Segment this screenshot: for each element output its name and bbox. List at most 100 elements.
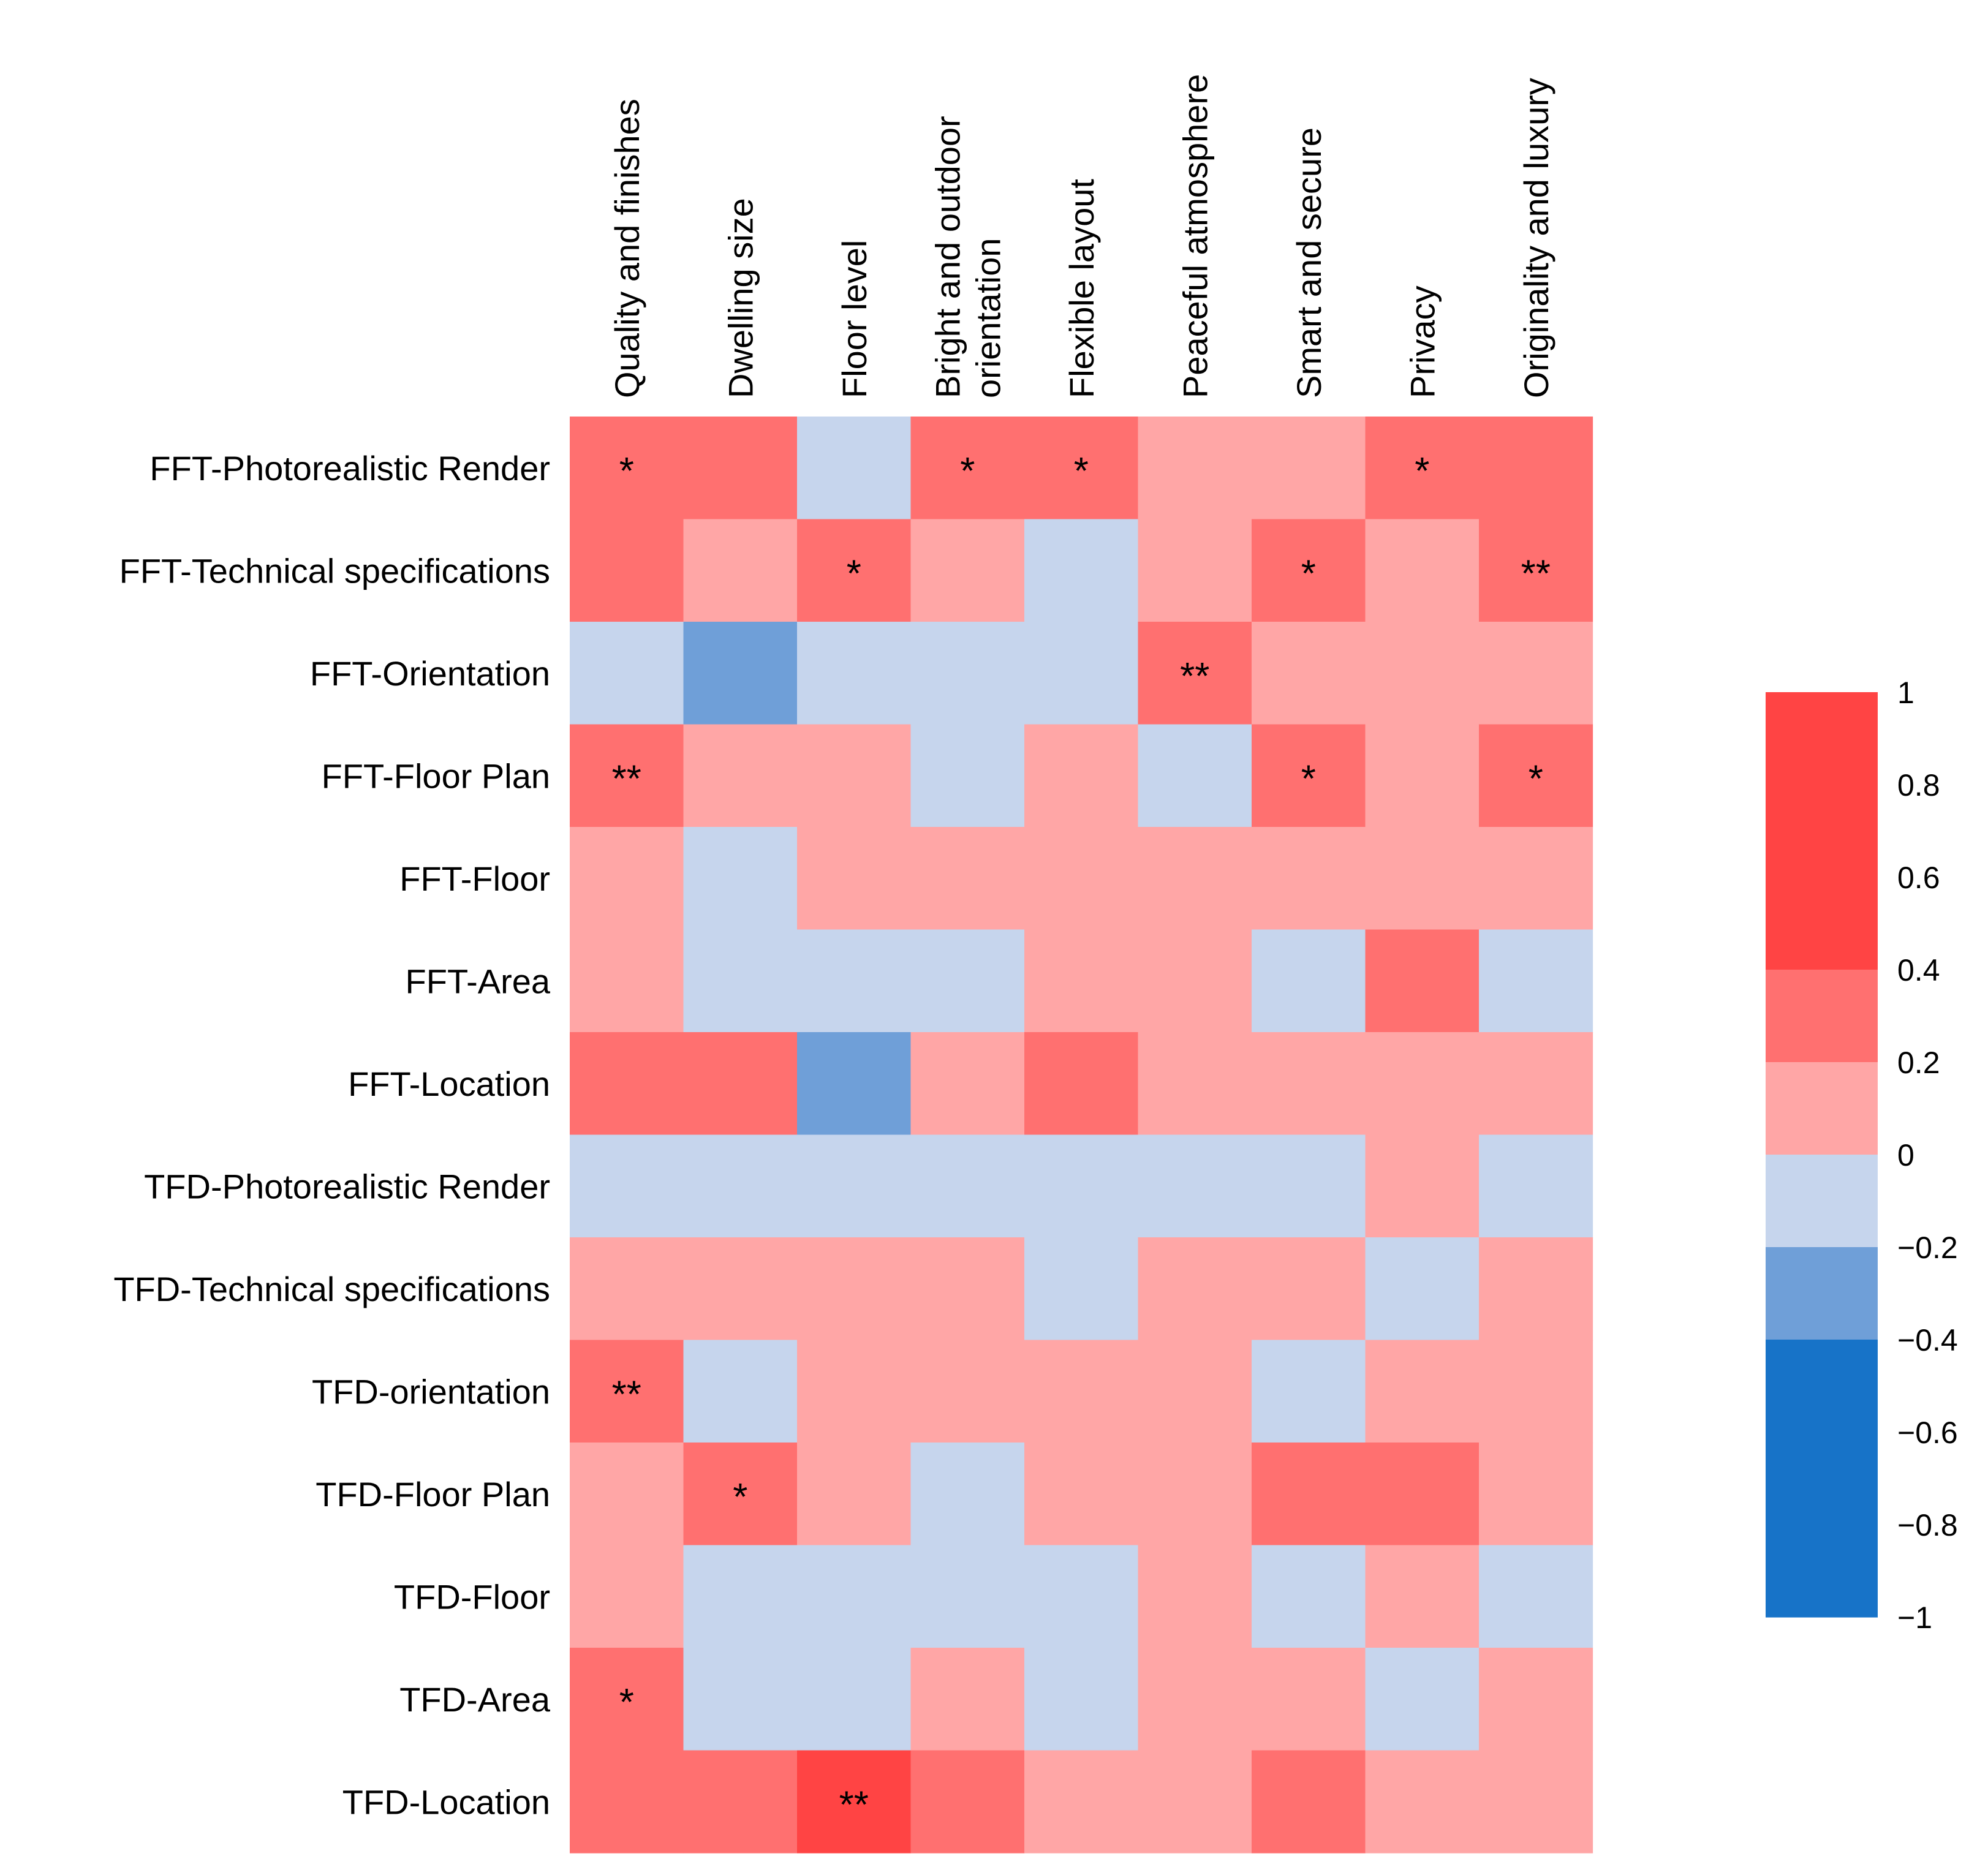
heatmap-cell <box>1252 1648 1366 1751</box>
heatmap-cell <box>1479 1237 1593 1341</box>
significance-marker: ** <box>612 758 641 800</box>
heatmap-cell <box>1024 622 1139 725</box>
heatmap-cell <box>683 724 798 828</box>
heatmap-cell <box>910 1648 1025 1751</box>
heatmap-cell <box>683 1545 798 1648</box>
row-label: FFT-Floor Plan <box>322 756 550 795</box>
heatmap-cell <box>1479 1443 1593 1546</box>
heatmap-cell <box>1024 1134 1139 1238</box>
significance-marker: * <box>1074 450 1089 492</box>
row-label: TFD-orientation <box>312 1372 550 1411</box>
heatmap-cell <box>1479 1545 1593 1648</box>
column-label: Bright and outdoor <box>928 116 967 398</box>
heatmap-cell <box>1365 417 1480 520</box>
heatmap-cell <box>570 519 684 622</box>
heatmap-cell <box>1138 1237 1252 1341</box>
row-label: TFD-Technical specifications <box>113 1270 550 1308</box>
colorbar-tick-label: 0.2 <box>1897 1046 1940 1080</box>
heatmap-cell <box>797 1134 912 1238</box>
heatmap-cell <box>570 1134 684 1238</box>
heatmap-cell <box>1252 519 1366 622</box>
heatmap-cell <box>1365 1340 1480 1443</box>
heatmap-cell <box>910 1443 1025 1546</box>
colorbar-tick-label: 0 <box>1897 1138 1914 1172</box>
heatmap-cell <box>797 827 912 930</box>
row-labels: FFT-Photorealistic Render FFT-Technical s… <box>113 449 551 1822</box>
heatmap-cell <box>1365 1134 1480 1238</box>
heatmap-cell <box>1138 519 1252 622</box>
heatmap-cell <box>1479 1032 1593 1136</box>
heatmap-cell <box>683 1750 798 1854</box>
heatmap-cell <box>683 929 798 1033</box>
heatmap-cell <box>1024 1750 1139 1854</box>
heatmap-cell <box>910 827 1025 930</box>
heatmap-cell <box>683 1134 798 1238</box>
colorbar-tick-label: 0.6 <box>1897 861 1940 895</box>
heatmap-cells <box>570 417 1593 1854</box>
significance-marker: * <box>1529 758 1543 800</box>
column-label: orientation <box>969 238 1007 398</box>
column-label: Originality and luxury <box>1517 78 1555 398</box>
colorbar-tick-label: 0.4 <box>1897 953 1940 987</box>
heatmap-cell <box>1479 1648 1593 1751</box>
heatmap-cell <box>797 1443 912 1546</box>
heatmap-cell <box>1252 1237 1366 1341</box>
row-label: FFT-Photorealistic Render <box>149 449 550 488</box>
heatmap-cell <box>570 1237 684 1341</box>
heatmap-cell <box>683 827 798 930</box>
heatmap-cell <box>1024 1032 1139 1136</box>
heatmap-cell <box>1365 1032 1480 1136</box>
heatmap-cell <box>797 929 912 1033</box>
heatmap-cell <box>1024 1545 1139 1648</box>
heatmap-cell <box>1138 1340 1252 1443</box>
column-label: Dwelling size <box>721 198 760 398</box>
heatmap-cell <box>1024 1648 1139 1751</box>
heatmap-cell <box>1252 1134 1366 1238</box>
heatmap-cell <box>1365 519 1480 622</box>
heatmap-cell <box>570 1648 684 1751</box>
heatmap-cell <box>910 417 1025 520</box>
heatmap-cell <box>1252 1750 1366 1854</box>
colorbar-segment <box>1766 1155 1878 1248</box>
heatmap-cell <box>1252 417 1366 520</box>
colorbar <box>1766 692 1878 1618</box>
colorbar-segment <box>1766 692 1878 970</box>
heatmap-cell <box>1479 622 1593 725</box>
heatmap-cell <box>683 622 798 725</box>
heatmap-cell <box>1479 417 1593 520</box>
heatmap-cell <box>910 622 1025 725</box>
heatmap-cell <box>570 929 684 1033</box>
heatmap-cell <box>1024 1237 1139 1341</box>
colorbar-segment <box>1766 1247 1878 1340</box>
heatmap-cell <box>910 1545 1025 1648</box>
heatmap-cell <box>797 622 912 725</box>
significance-marker: ** <box>1521 553 1551 595</box>
heatmap-cell <box>1138 724 1252 828</box>
heatmap-cell <box>1252 1443 1366 1546</box>
row-label: TFD-Floor <box>394 1577 550 1616</box>
column-label: Smart and secure <box>1290 127 1328 398</box>
heatmap-cell <box>1252 1340 1366 1443</box>
row-label: FFT-Area <box>406 962 551 1000</box>
heatmap-cell <box>1252 1545 1366 1648</box>
row-label: FFT-Location <box>348 1065 550 1103</box>
colorbar-tick-label: −0.4 <box>1897 1323 1958 1357</box>
heatmap-cell <box>910 1340 1025 1443</box>
heatmap-cell <box>797 1340 912 1443</box>
heatmap-cell <box>683 1340 798 1443</box>
heatmap-cell <box>1479 724 1593 828</box>
heatmap-cell <box>797 417 912 520</box>
heatmap-cell <box>1365 724 1480 828</box>
heatmap-cell <box>683 1237 798 1341</box>
row-label: TFD-Floor Plan <box>316 1475 550 1514</box>
heatmap-cell <box>570 1032 684 1136</box>
heatmap-cell <box>1024 1443 1139 1546</box>
heatmap-cell <box>683 417 798 520</box>
heatmap-cell <box>910 1134 1025 1238</box>
heatmap-cell <box>797 519 912 622</box>
heatmap-cell <box>1479 1134 1593 1238</box>
heatmap-cell <box>570 1443 684 1546</box>
colorbar-tick-label: 1 <box>1897 676 1914 710</box>
heatmap-cell <box>1138 1545 1252 1648</box>
heatmap-cell <box>1365 1648 1480 1751</box>
